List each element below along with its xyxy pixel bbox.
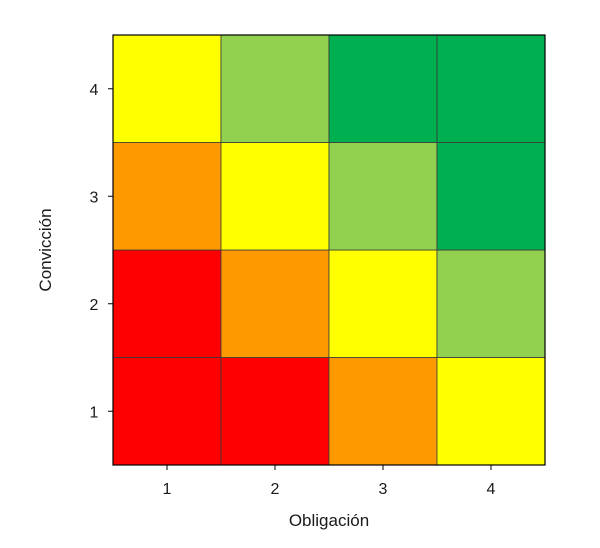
heatmap-cell-x3-y1: [328, 357, 438, 466]
heatmap-cell-x3-y4: [328, 34, 438, 143]
y-axis-tick-labels: 1 2 3 4: [90, 82, 99, 422]
heatmap-cell-x2-y1: [220, 357, 330, 466]
heatmap-cell-x4-y1: [436, 357, 546, 466]
heatmap-cell-x4-y4: [436, 34, 546, 143]
x-tick-label-2: 2: [271, 481, 280, 498]
heatmap-cell-x3-y2: [328, 249, 438, 358]
y-tick-label-4: 4: [90, 82, 99, 99]
x-tick-label-4: 4: [487, 481, 496, 498]
heatmap-cell-x4-y3: [436, 142, 546, 251]
heatmap-cell-x1-y3: [112, 142, 222, 251]
y-tick-label-3: 3: [90, 189, 99, 206]
x-tick-label-1: 1: [163, 481, 172, 498]
axis-ticks: [108, 88, 492, 470]
x-axis-label: Obligación: [289, 511, 369, 530]
y-tick-label-1: 1: [90, 404, 99, 421]
heatmap-cell-x1-y1: [112, 357, 222, 466]
y-tick-label-2: 2: [90, 297, 99, 314]
x-axis-tick-labels: 1 2 3 4: [163, 481, 496, 498]
x-tick-label-3: 3: [379, 481, 388, 498]
heatmap-cell-x1-y4: [112, 34, 222, 143]
heatmap-cell-x2-y3: [220, 142, 330, 251]
heatmap-cell-x4-y2: [436, 249, 546, 358]
heatmap-cell-x1-y2: [112, 249, 222, 358]
heatmap-cell-x2-y4: [220, 34, 330, 143]
heatmap-cell-x3-y3: [328, 142, 438, 251]
y-axis-label: Convicción: [36, 208, 55, 291]
plot-frame: [112, 34, 546, 466]
heatmap-cell-x2-y2: [220, 249, 330, 358]
heatmap-cells: [112, 34, 546, 466]
